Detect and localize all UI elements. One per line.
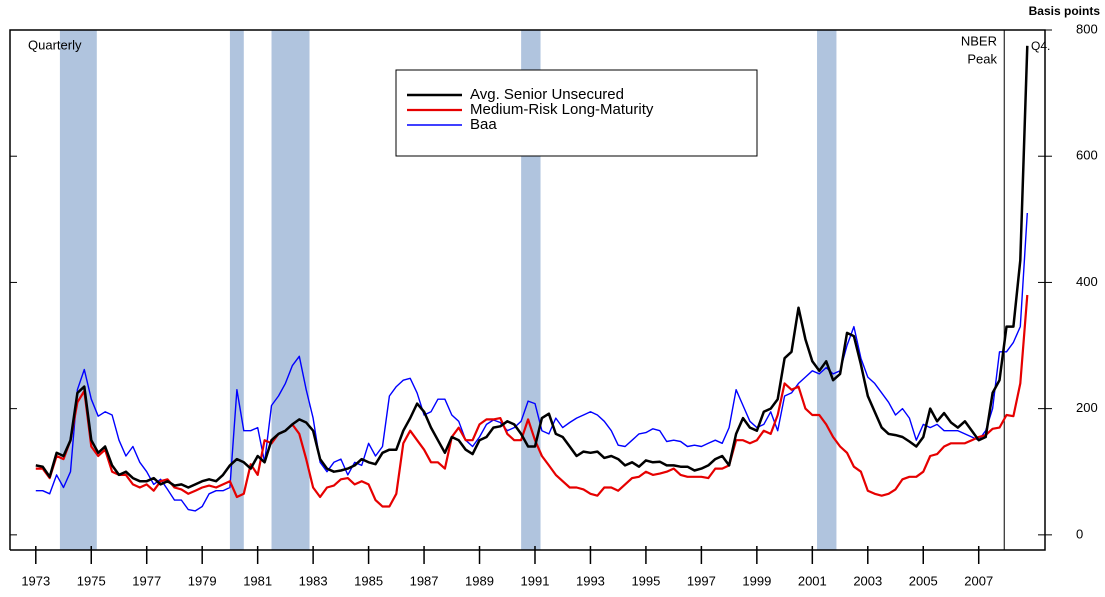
- recession-band: [817, 30, 837, 550]
- last-obs-label: Q4.: [1031, 39, 1050, 53]
- series-line: [35, 45, 1029, 489]
- x-tick-label: 1991: [521, 573, 550, 588]
- legend-box: [395, 69, 758, 157]
- nber-label: NBER: [961, 33, 997, 48]
- x-tick-label: 2003: [853, 573, 882, 588]
- y-tick-label: 400: [1076, 274, 1098, 289]
- x-tick-label: 1981: [243, 573, 272, 588]
- legend-label: Medium-Risk Long-Maturity: [470, 101, 654, 118]
- recession-band: [59, 30, 97, 550]
- y-tick-label: 600: [1076, 148, 1098, 163]
- y-tick-label: 0: [1076, 526, 1083, 541]
- y-tick-label: 200: [1076, 400, 1098, 415]
- x-tick-label: 2001: [798, 573, 827, 588]
- y-axis-label: Basis points: [1029, 4, 1101, 18]
- x-tick-label: 1987: [410, 573, 439, 588]
- x-tick-label: 1983: [299, 573, 328, 588]
- y-tick-label: 800: [1076, 21, 1098, 36]
- recession-band: [271, 30, 310, 550]
- x-tick-label: 1995: [631, 573, 660, 588]
- x-tick-label: 1999: [742, 573, 771, 588]
- x-tick-label: 2007: [964, 573, 993, 588]
- plot-area: 0 200 400 600 800 1973 1975 1977 1979 1981 1983 198…: [9, 21, 1098, 588]
- legend-label: Baa: [470, 116, 497, 133]
- x-tick-label: 1989: [465, 573, 494, 588]
- x-tick-label: 1977: [132, 573, 161, 588]
- frequency-label: Quarterly: [28, 37, 82, 52]
- x-tick-label: 1973: [21, 573, 50, 588]
- x-tick-label: 1997: [687, 573, 716, 588]
- x-tick-label: 1985: [354, 573, 383, 588]
- recession-band: [229, 30, 244, 550]
- x-tick-label: 1979: [188, 573, 217, 588]
- series-line: [35, 294, 1029, 508]
- x-tick-label: 1975: [77, 573, 106, 588]
- legend-label: Avg. Senior Unsecured: [470, 86, 624, 103]
- x-tick-label: 1993: [576, 573, 605, 588]
- recession-band: [521, 30, 541, 550]
- x-tick-label: 2005: [909, 573, 938, 588]
- nber-label: Peak: [967, 51, 997, 66]
- series-line: [35, 212, 1028, 512]
